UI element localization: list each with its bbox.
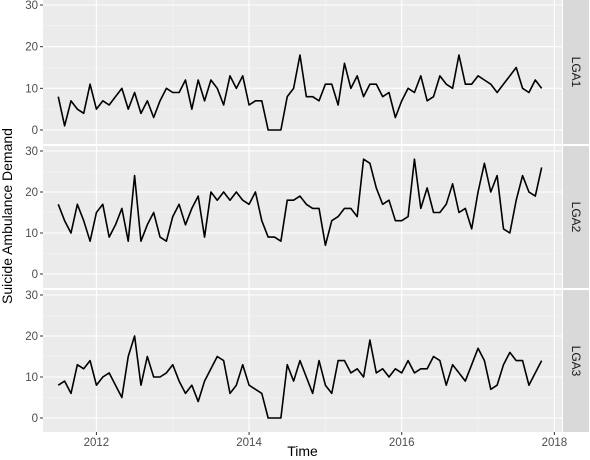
x-axis-title: Time	[287, 443, 318, 459]
y-tick-label: 0	[32, 269, 38, 281]
y-tick-label: 10	[25, 228, 38, 240]
panel-background	[43, 290, 562, 432]
y-tick-label: 20	[25, 331, 38, 343]
x-tick-label: 2012	[84, 437, 110, 449]
y-tick-label: 30	[25, 290, 38, 302]
facet-label: LGA1	[569, 57, 583, 88]
y-tick-label: 30	[25, 0, 38, 12]
series-line-lga2	[57, 158, 543, 247]
facet-strip	[563, 146, 589, 288]
facet-strip	[563, 290, 589, 432]
series-line-lga1	[57, 54, 543, 131]
x-tick-label: 2016	[389, 437, 415, 449]
y-tick-label: 10	[25, 83, 38, 95]
x-tick-label: 2014	[236, 437, 262, 449]
y-tick-label: 20	[25, 42, 38, 54]
facet-label: LGA2	[569, 202, 583, 233]
x-tick-label: 2018	[542, 437, 568, 449]
y-tick-label: 10	[25, 372, 38, 384]
panel-background	[43, 146, 562, 288]
y-tick-label: 0	[32, 413, 38, 425]
y-tick-label: 0	[32, 125, 38, 137]
y-tick-label: 20	[25, 187, 38, 199]
y-axis-title: Suicide Ambulance Demand	[0, 128, 15, 304]
y-tick-label: 30	[25, 146, 38, 158]
facet-strip	[563, 0, 589, 144]
series-line-lga3	[57, 335, 543, 419]
facet-label: LGA3	[569, 346, 583, 377]
